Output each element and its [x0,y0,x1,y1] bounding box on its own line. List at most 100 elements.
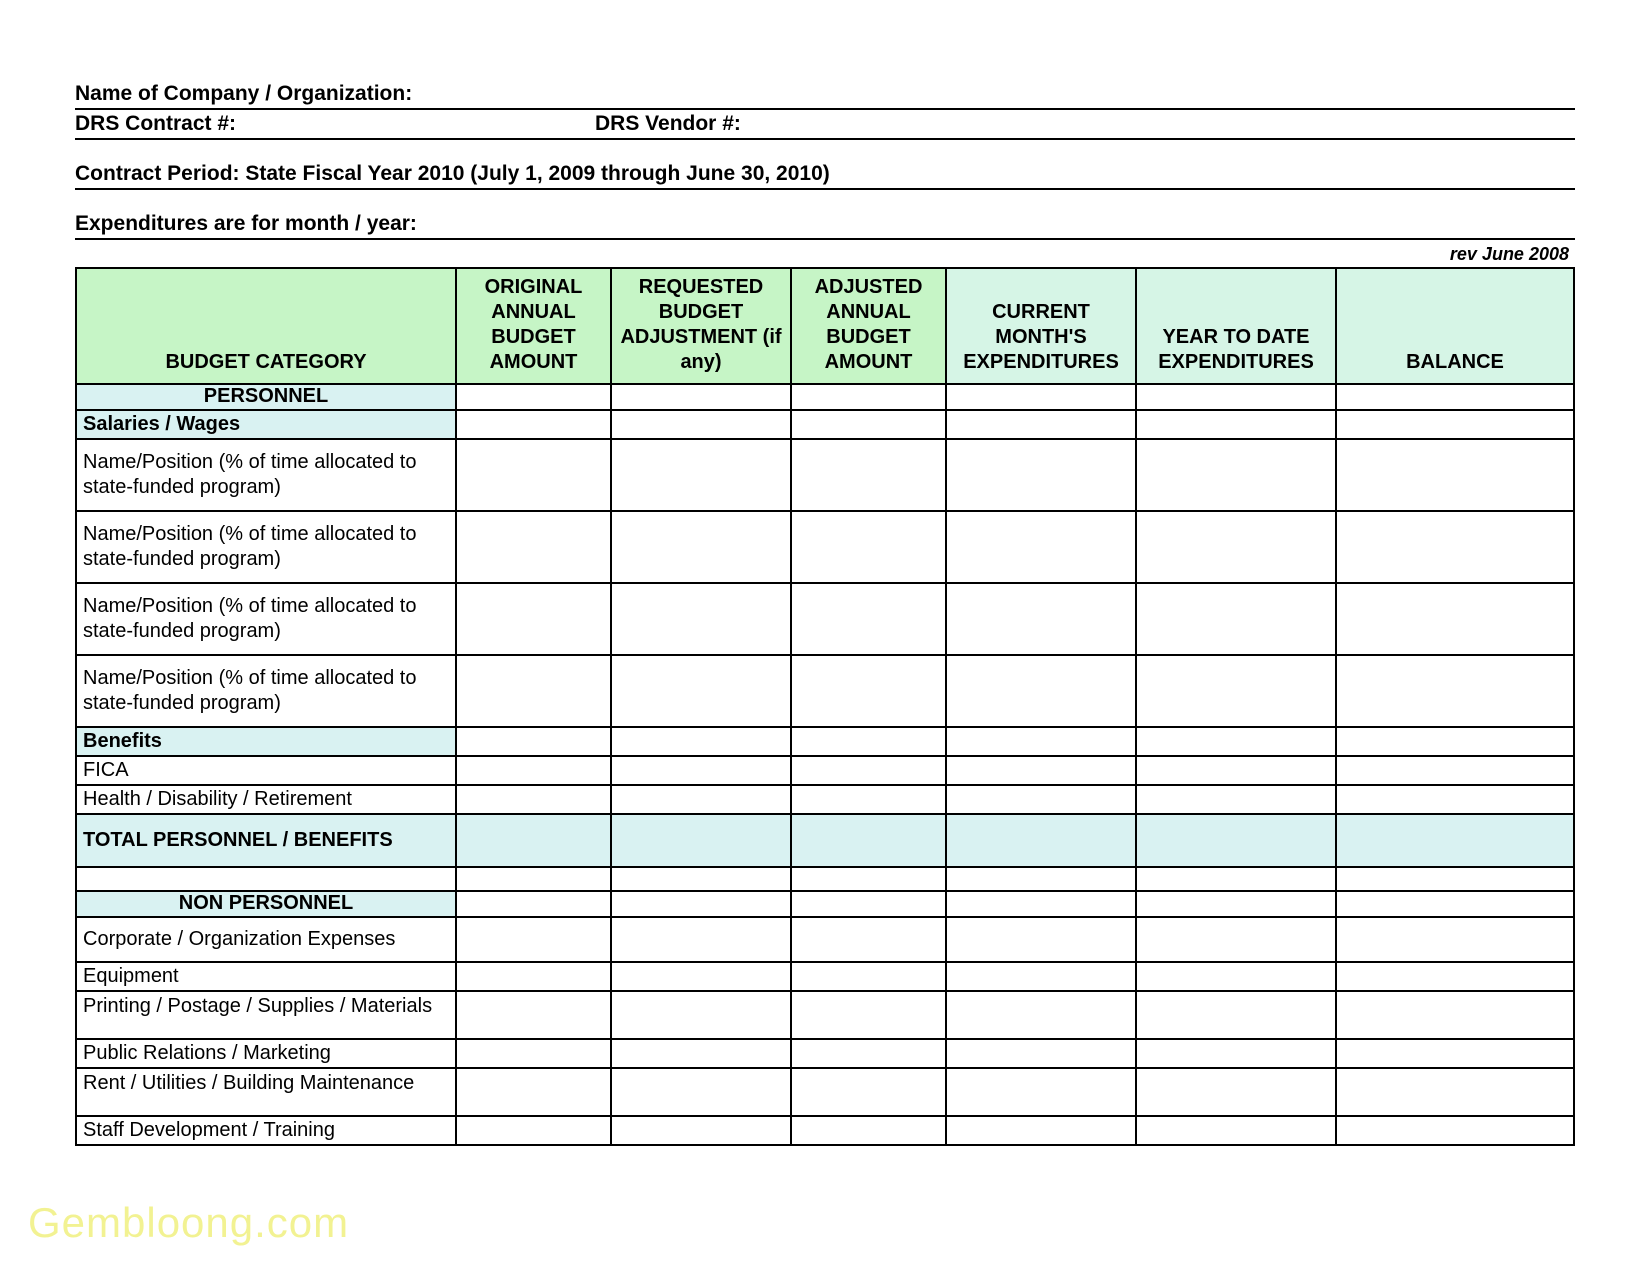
cell[interactable] [791,583,946,655]
staff-label: Staff Development / Training [76,1116,456,1145]
position-2-label: Name/Position (% of time allocated to st… [76,511,456,583]
cell[interactable] [611,439,791,511]
company-label: Name of Company / Organization: [75,82,595,106]
cell[interactable] [611,511,791,583]
cell[interactable] [611,785,791,814]
cell[interactable] [611,1039,791,1068]
position-4-label: Name/Position (% of time allocated to st… [76,655,456,727]
row-corporate: Corporate / Organization Expenses [76,917,1574,962]
cell[interactable] [946,1116,1136,1145]
cell[interactable] [791,1039,946,1068]
cell[interactable] [791,1068,946,1116]
cell[interactable] [791,511,946,583]
cell[interactable] [456,991,611,1039]
cell[interactable] [791,991,946,1039]
cell[interactable] [1336,1116,1574,1145]
cell[interactable] [946,583,1136,655]
cell[interactable] [1136,511,1336,583]
cell[interactable] [456,756,611,785]
total-personnel-label: TOTAL PERSONNEL / BENEFITS [76,814,456,867]
cell[interactable] [791,1116,946,1145]
contract-header: DRS Contract #: DRS Vendor #: [75,110,1575,140]
cell[interactable] [1336,1039,1574,1068]
col-ytd: YEAR TO DATE EXPENDITURES [1136,268,1336,384]
cell[interactable] [1136,991,1336,1039]
cell[interactable] [611,756,791,785]
cell[interactable] [1136,1116,1336,1145]
cell[interactable] [611,1116,791,1145]
cell[interactable] [791,439,946,511]
cell[interactable] [456,439,611,511]
cell[interactable] [1136,756,1336,785]
cell[interactable] [1136,583,1336,655]
health-label: Health / Disability / Retirement [76,785,456,814]
cell[interactable] [946,1039,1136,1068]
cell[interactable] [1136,655,1336,727]
cell[interactable] [791,785,946,814]
company-header: Name of Company / Organization: [75,80,1575,110]
cell[interactable] [946,1068,1136,1116]
col-requested: REQUESTED BUDGET ADJUSTMENT (if any) [611,268,791,384]
position-1-label: Name/Position (% of time allocated to st… [76,439,456,511]
cell[interactable] [946,962,1136,991]
budget-table: BUDGET CATEGORY ORIGINAL ANNUAL BUDGET A… [75,267,1575,1146]
cell[interactable] [1136,917,1336,962]
position-3-label: Name/Position (% of time allocated to st… [76,583,456,655]
col-current: CURRENT MONTH'S EXPENDITURES [946,268,1136,384]
header-row: BUDGET CATEGORY ORIGINAL ANNUAL BUDGET A… [76,268,1574,384]
cell[interactable] [611,655,791,727]
cell[interactable] [611,917,791,962]
cell[interactable] [791,655,946,727]
row-position-3: Name/Position (% of time allocated to st… [76,583,1574,655]
cell[interactable] [1336,583,1574,655]
col-original: ORIGINAL ANNUAL BUDGET AMOUNT [456,268,611,384]
cell[interactable] [946,917,1136,962]
cell[interactable] [611,962,791,991]
cell[interactable] [946,785,1136,814]
cell[interactable] [946,511,1136,583]
cell[interactable] [1336,439,1574,511]
cell[interactable] [1336,917,1574,962]
cell[interactable] [456,1068,611,1116]
cell[interactable] [1336,511,1574,583]
cell[interactable] [1336,756,1574,785]
salaries-label: Salaries / Wages [76,410,456,439]
row-total-personnel: TOTAL PERSONNEL / BENEFITS [76,814,1574,867]
cell[interactable] [611,991,791,1039]
cell[interactable] [1336,655,1574,727]
row-equipment: Equipment [76,962,1574,991]
cell[interactable] [791,917,946,962]
cell[interactable] [456,1039,611,1068]
cell[interactable] [791,756,946,785]
cell[interactable] [946,655,1136,727]
cell[interactable] [946,991,1136,1039]
cell[interactable] [456,1116,611,1145]
rent-label: Rent / Utilities / Building Maintenance [76,1068,456,1116]
cell[interactable] [1136,439,1336,511]
vendor-label: DRS Vendor #: [595,112,1575,136]
cell[interactable] [456,655,611,727]
cell[interactable] [456,917,611,962]
col-balance: BALANCE [1336,268,1574,384]
cell[interactable] [1336,785,1574,814]
cell[interactable] [946,439,1136,511]
cell[interactable] [456,583,611,655]
cell[interactable] [1136,962,1336,991]
cell[interactable] [1136,785,1336,814]
cell[interactable] [1336,1068,1574,1116]
revision-label: rev June 2008 [75,240,1575,267]
row-benefits: Benefits [76,727,1574,756]
cell[interactable] [611,583,791,655]
row-salaries: Salaries / Wages [76,410,1574,439]
cell[interactable] [1336,962,1574,991]
cell[interactable] [946,756,1136,785]
row-public-relations: Public Relations / Marketing [76,1039,1574,1068]
cell[interactable] [456,511,611,583]
cell[interactable] [456,785,611,814]
cell[interactable] [1136,1039,1336,1068]
cell[interactable] [791,962,946,991]
cell[interactable] [1136,1068,1336,1116]
cell[interactable] [456,962,611,991]
cell[interactable] [611,1068,791,1116]
cell[interactable] [1336,991,1574,1039]
